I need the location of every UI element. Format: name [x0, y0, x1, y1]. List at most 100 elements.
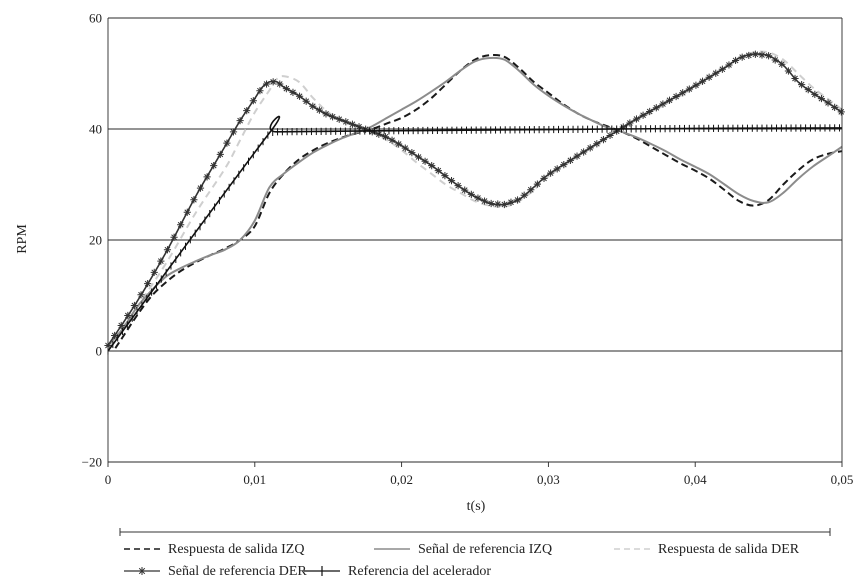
series-3-marker-23	[256, 87, 264, 95]
series-3-marker-74	[593, 140, 601, 148]
series-3-marker-108	[817, 94, 826, 103]
series-3-marker-18	[223, 139, 231, 147]
legend-item-2: Respuesta de salida DER	[614, 542, 800, 557]
series-3-marker-43	[388, 136, 396, 144]
series-3-marker-102	[778, 60, 786, 68]
series-3-marker-65	[533, 180, 541, 188]
series-3-marker-63	[520, 191, 528, 199]
legend-item-0: Respuesta de salida IZQ	[124, 542, 304, 557]
series-3-marker-45	[401, 144, 409, 152]
series-line-1	[107, 56, 843, 347]
series-3-marker-84	[659, 100, 667, 108]
series-3-marker-107	[811, 90, 819, 98]
series-3-marker-98	[751, 50, 759, 58]
series-3-marker-92	[712, 69, 720, 77]
x-tick-label-2: 0,02	[390, 472, 413, 487]
series-3-marker-62	[513, 196, 522, 204]
series-4	[107, 115, 843, 355]
series-3-marker-15	[203, 173, 211, 181]
series-3-marker-40	[368, 128, 376, 136]
series-3-marker-12	[183, 208, 191, 216]
series-3-marker-89	[692, 81, 700, 89]
series-3-marker-39	[362, 125, 370, 133]
series-3-marker-58	[487, 199, 495, 208]
legend-item-3: Señal de referencia DER	[124, 564, 307, 579]
y-tick-label-3: 40	[89, 122, 102, 137]
legend: Respuesta de salida IZQ Señal de referenc…	[119, 528, 831, 579]
series-line-2	[107, 50, 843, 349]
series-3-marker-80	[632, 115, 641, 123]
x-tick-label-5: 0,05	[831, 472, 854, 487]
x-tick-label-3: 0,03	[537, 472, 560, 487]
series-3-marker-24	[262, 80, 271, 88]
series-3-marker-53	[454, 182, 462, 190]
series-3-marker-50	[434, 167, 442, 175]
series-3-marker-75	[599, 136, 608, 144]
series-3-marker-71	[573, 152, 581, 160]
series-3-marker-99	[758, 51, 766, 59]
series-3-marker-19	[229, 128, 238, 136]
series-3-marker-31	[309, 102, 317, 110]
series-3-marker-37	[348, 120, 357, 128]
series-3-marker-25	[269, 78, 277, 86]
series-3-marker-7	[150, 268, 158, 276]
series-3-marker-35	[335, 115, 343, 123]
series-layer	[104, 50, 845, 355]
series-3-marker-26	[276, 80, 284, 88]
series-3-marker-110	[831, 103, 839, 111]
legend-label-2: Respuesta de salida DER	[658, 542, 800, 557]
series-3-marker-70	[566, 156, 575, 164]
y-tick-label-1: 0	[96, 344, 103, 359]
series-3-marker-94	[725, 61, 733, 69]
y-tick-label-4: 60	[89, 11, 102, 26]
legend-marker-3	[138, 567, 146, 575]
series-3-marker-83	[652, 104, 660, 112]
series-3-marker-97	[745, 51, 753, 60]
series-3-marker-109	[824, 99, 832, 107]
x-tick-label-0: 0	[105, 472, 112, 487]
series-3-marker-105	[798, 81, 806, 89]
series-3-marker-22	[249, 97, 257, 105]
series-3-marker-52	[447, 177, 456, 185]
series-3-marker-85	[665, 96, 674, 104]
series-3-marker-8	[157, 257, 165, 265]
series-3-marker-101	[771, 56, 779, 64]
series-3-marker-44	[395, 140, 403, 148]
series-3-marker-46	[408, 149, 416, 157]
series-3-marker-82	[646, 107, 654, 116]
x-axis-label: t(s)	[467, 499, 486, 514]
series-3-marker-36	[342, 118, 350, 126]
series-3-marker-2	[117, 321, 125, 330]
series-3-marker-6	[144, 279, 152, 288]
series-3-marker-55	[467, 190, 475, 198]
series-3-marker-34	[329, 113, 337, 121]
series-3-marker-16	[210, 162, 218, 170]
series-3-marker-72	[580, 148, 588, 156]
series-line-0	[114, 53, 843, 349]
x-tick-label-1: 0,01	[243, 472, 266, 487]
legend-label-1: Señal de referencia IZQ	[418, 542, 552, 557]
legend-label-3: Señal de referencia DER	[168, 564, 307, 579]
x-tick-label-4: 0,04	[684, 472, 707, 487]
series-3-marker-95	[731, 56, 740, 65]
series-3-marker-47	[414, 153, 423, 161]
series-3-marker-60	[500, 200, 508, 209]
series-3-marker-76	[606, 131, 614, 140]
series-3-marker-51	[441, 172, 449, 180]
legend-item-4: Referencia del acelerador	[304, 564, 491, 579]
series-3-marker-1	[111, 331, 119, 340]
series-3-marker-64	[527, 186, 535, 194]
series-3-marker-88	[685, 85, 693, 93]
series-3-marker-96	[738, 53, 746, 61]
series-3-marker-5	[137, 291, 145, 299]
series-3-marker-66	[540, 174, 548, 182]
axes	[107, 17, 843, 462]
series-3-marker-69	[560, 161, 568, 169]
series-3-marker-4	[130, 301, 139, 310]
series-3-marker-32	[315, 106, 323, 114]
series-3-marker-87	[679, 89, 687, 97]
series-3-marker-90	[698, 77, 707, 85]
y-axis-label: RPM	[15, 224, 30, 254]
gridlines	[108, 17, 842, 463]
